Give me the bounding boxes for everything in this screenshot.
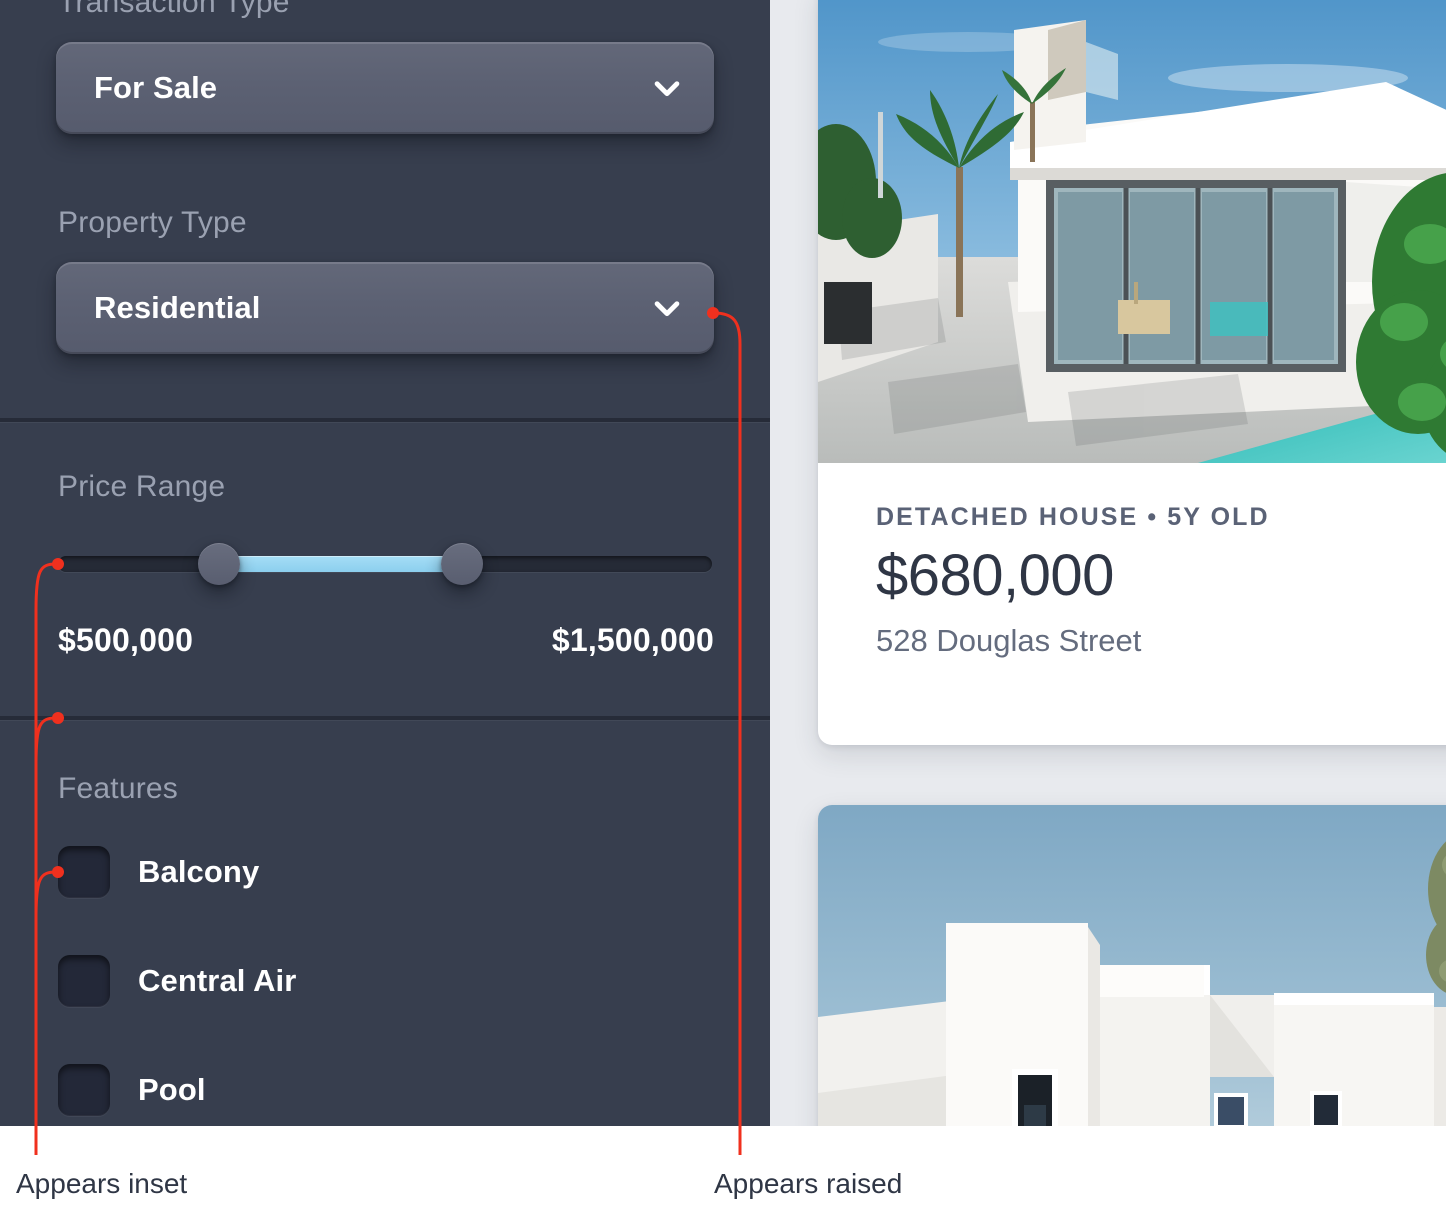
section-divider-2 xyxy=(0,716,770,720)
property-photo-villa xyxy=(818,0,1446,463)
property-type-dropdown[interactable]: Residential xyxy=(56,262,714,354)
annotation-label-raised: Appears raised xyxy=(714,1168,903,1199)
feature-item-balcony[interactable]: Balcony xyxy=(58,846,259,898)
property-address: 528 Douglas Street xyxy=(876,622,1142,658)
slider-thumb-min[interactable] xyxy=(198,543,240,585)
feature-item-central-air[interactable]: Central Air xyxy=(58,955,296,1007)
features-label: Features xyxy=(58,772,178,805)
property-type-value: Residential xyxy=(94,290,261,325)
property-price: $680,000 xyxy=(876,543,1114,608)
filter-sidebar: Transaction Type For Sale Property Type … xyxy=(0,0,770,1126)
price-min-value: $500,000 xyxy=(58,622,194,658)
feature-label-balcony: Balcony xyxy=(138,854,260,889)
slider-selected-range xyxy=(218,556,465,572)
property-card-body: DETACHED HOUSE • 5Y OLD $680,000 528 Dou… xyxy=(818,463,1446,659)
checkbox-balcony[interactable] xyxy=(58,846,110,898)
property-card[interactable] xyxy=(818,805,1446,1126)
transaction-type-label: Transaction Type xyxy=(58,0,290,19)
checkbox-central-air[interactable] xyxy=(58,955,110,1007)
filter-property-type: Property Type Residential xyxy=(0,206,770,354)
checkbox-pool[interactable] xyxy=(58,1064,110,1116)
annotation-label-inset: Appears inset xyxy=(16,1168,188,1199)
section-divider-1 xyxy=(0,418,770,422)
ui-screenshot-region: Transaction Type For Sale Property Type … xyxy=(0,0,1446,1126)
filter-transaction-type: Transaction Type For Sale xyxy=(0,0,770,134)
feature-item-pool[interactable]: Pool xyxy=(58,1064,206,1116)
chevron-down-icon xyxy=(650,291,684,325)
slider-thumb-max[interactable] xyxy=(441,543,483,585)
property-type-label: Property Type xyxy=(58,206,247,239)
price-range-values: $500,000 $1,500,000 xyxy=(58,622,714,659)
property-photo-white-house xyxy=(818,805,1446,1126)
transaction-type-value: For Sale xyxy=(94,70,218,105)
price-range-slider[interactable] xyxy=(58,543,712,585)
property-card[interactable]: DETACHED HOUSE • 5Y OLD $680,000 528 Dou… xyxy=(818,0,1446,745)
transaction-type-dropdown[interactable]: For Sale xyxy=(56,42,714,134)
feature-label-central-air: Central Air xyxy=(138,963,297,998)
price-max-value: $1,500,000 xyxy=(551,622,714,658)
property-kicker: DETACHED HOUSE • 5Y OLD xyxy=(876,503,1270,531)
results-column: DETACHED HOUSE • 5Y OLD $680,000 528 Dou… xyxy=(770,0,1446,1126)
price-range-label: Price Range xyxy=(58,470,226,503)
chevron-down-icon xyxy=(650,71,684,105)
feature-label-pool: Pool xyxy=(138,1072,206,1107)
